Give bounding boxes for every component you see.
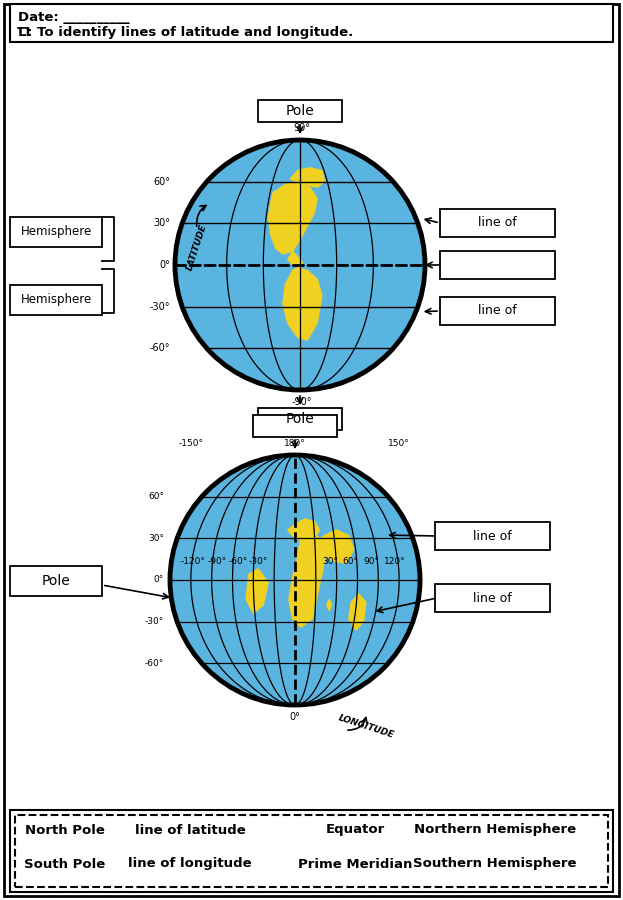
- Text: 120°: 120°: [384, 557, 406, 566]
- Text: South Pole: South Pole: [24, 858, 106, 870]
- Text: LI: LI: [18, 26, 31, 39]
- Text: 90°: 90°: [293, 123, 310, 133]
- Text: 30°: 30°: [153, 219, 170, 229]
- Text: Pole: Pole: [42, 574, 70, 588]
- Text: 180°: 180°: [284, 439, 306, 448]
- Text: 0°: 0°: [290, 712, 300, 722]
- Polygon shape: [349, 594, 366, 630]
- Text: line of: line of: [478, 217, 516, 230]
- Text: line of: line of: [473, 591, 511, 605]
- Polygon shape: [283, 243, 288, 248]
- Text: : To identify lines of latitude and longitude.: : To identify lines of latitude and long…: [27, 26, 353, 39]
- Text: Hemisphere: Hemisphere: [21, 293, 92, 307]
- Polygon shape: [269, 182, 317, 254]
- Text: line of longitude: line of longitude: [128, 858, 252, 870]
- Bar: [10, 566, 102, 596]
- Text: 60°: 60°: [343, 557, 359, 566]
- Text: -60°: -60°: [145, 659, 164, 668]
- Text: 150°: 150°: [388, 439, 410, 448]
- Polygon shape: [283, 268, 322, 340]
- Text: 60°: 60°: [148, 492, 164, 501]
- Polygon shape: [289, 530, 326, 627]
- Bar: [253, 415, 337, 437]
- Text: 60°: 60°: [153, 176, 170, 186]
- Bar: [435, 522, 550, 550]
- Text: 0°: 0°: [159, 260, 170, 270]
- Text: Date: __________: Date: __________: [18, 11, 130, 24]
- Bar: [258, 100, 342, 122]
- Bar: [440, 251, 555, 279]
- Text: LATITUDE: LATITUDE: [185, 222, 209, 272]
- Text: -120°: -120°: [181, 557, 206, 566]
- Text: -30°: -30°: [150, 302, 170, 311]
- Text: 0°: 0°: [154, 575, 164, 584]
- Bar: [10, 285, 102, 315]
- Text: 30°: 30°: [322, 557, 338, 566]
- Text: 30°: 30°: [148, 534, 164, 543]
- Text: Prime Meridian: Prime Meridian: [298, 858, 412, 870]
- Bar: [440, 297, 555, 325]
- Circle shape: [175, 140, 425, 390]
- Text: Pole: Pole: [285, 104, 315, 118]
- Polygon shape: [327, 599, 331, 610]
- Text: line of: line of: [478, 304, 516, 318]
- Bar: [435, 584, 550, 612]
- Text: line of latitude: line of latitude: [135, 824, 245, 836]
- Text: LONGITUDE: LONGITUDE: [337, 714, 395, 741]
- Polygon shape: [246, 569, 268, 613]
- Text: line of: line of: [473, 529, 511, 543]
- Text: 90°: 90°: [363, 557, 379, 566]
- Text: -90°: -90°: [207, 557, 227, 566]
- Bar: [15, 815, 608, 887]
- Bar: [440, 209, 555, 237]
- Text: -150°: -150°: [178, 439, 203, 448]
- Polygon shape: [288, 519, 320, 541]
- Text: -60°: -60°: [150, 343, 170, 354]
- Text: Northern Hemisphere: Northern Hemisphere: [414, 824, 576, 836]
- Text: -90°: -90°: [292, 397, 312, 407]
- Text: Pole: Pole: [285, 412, 315, 426]
- Bar: [10, 217, 102, 247]
- Text: Hemisphere: Hemisphere: [21, 226, 92, 239]
- Bar: [10, 810, 613, 892]
- Text: Equator: Equator: [325, 824, 384, 836]
- Text: -30°: -30°: [145, 617, 164, 626]
- Text: -60°: -60°: [228, 557, 247, 566]
- Polygon shape: [317, 530, 354, 563]
- Circle shape: [170, 455, 420, 705]
- Polygon shape: [290, 167, 325, 187]
- Text: North Pole: North Pole: [25, 824, 105, 836]
- Text: -30°: -30°: [249, 557, 268, 566]
- Polygon shape: [288, 251, 302, 268]
- Bar: [10, 4, 613, 42]
- Text: Southern Hemisphere: Southern Hemisphere: [413, 858, 577, 870]
- Bar: [258, 408, 342, 430]
